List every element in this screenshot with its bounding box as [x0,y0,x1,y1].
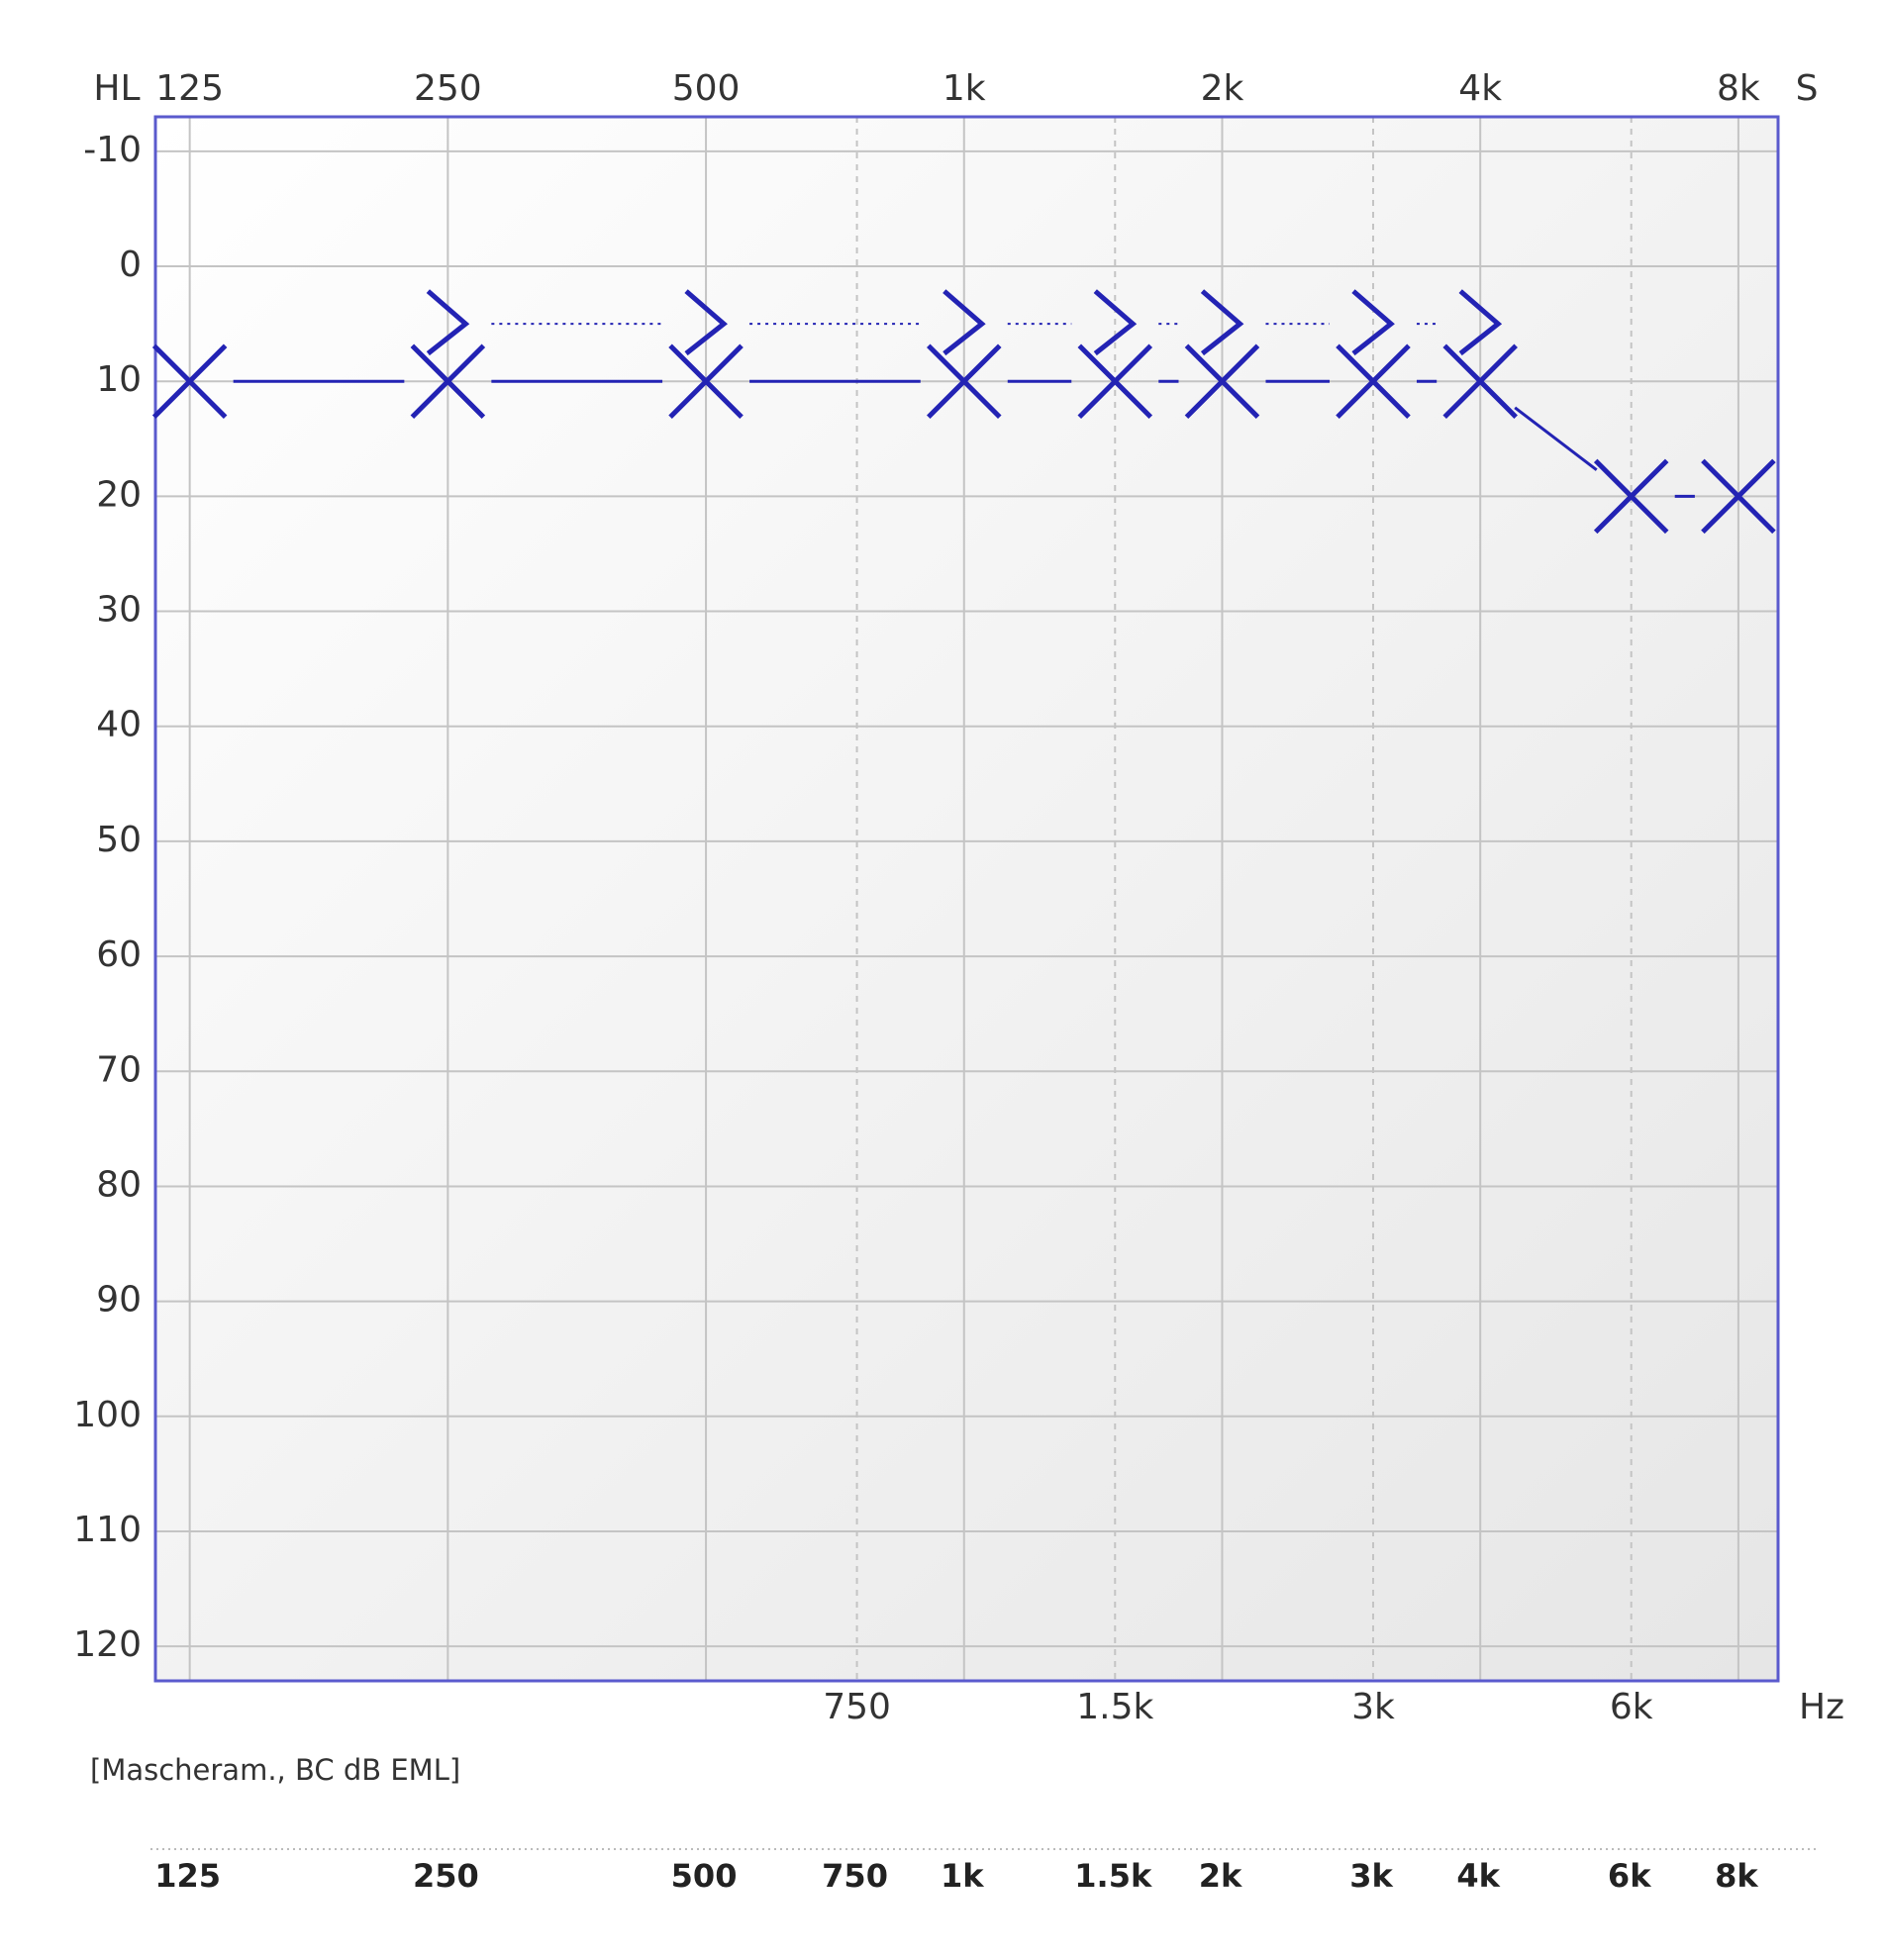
x-minor-tick-label: 6k [1610,1687,1653,1727]
frequency-label: 750 [822,1857,888,1895]
connector [1514,406,1598,471]
y-tick-label: 100 [73,1395,142,1435]
y-tick-label: 110 [73,1510,142,1550]
frequency-label: 8k [1715,1857,1758,1895]
y-tick-label: 30 [96,590,142,631]
air-marker [1593,458,1669,535]
air-marker [1184,343,1260,419]
air-marker [410,343,486,419]
y-tick-label: 60 [96,934,142,975]
y-tick-label: 40 [96,705,142,745]
x-tick-label: 2k [1201,68,1244,109]
air-marker [1077,343,1153,419]
x-tick-label: 4k [1458,68,1502,109]
y-tick-label: 80 [96,1164,142,1205]
x-tick-label: 500 [672,68,741,109]
y-tick-label: 70 [96,1049,142,1090]
frequency-label: 1k [941,1857,984,1895]
air-marker [1336,343,1411,419]
note: [Mascheram., BC dB EML] [90,1753,460,1787]
frequency-label: 500 [671,1857,738,1895]
x-minor-tick-label: 750 [823,1687,891,1727]
bone-marker [684,289,728,356]
plot-frame [153,115,1780,1683]
plot-area [155,117,1778,1681]
air-marker [151,343,228,419]
x-tick-label: 250 [414,68,482,109]
x-axis-label: Hz [1799,1687,1844,1727]
y-tick-label: 0 [119,245,142,285]
y-tick-label: 120 [73,1624,142,1665]
frequency-label: 125 [154,1857,221,1895]
frequency-label: 4k [1456,1857,1500,1895]
x-tick-label: 125 [155,68,224,109]
air-marker [1442,343,1518,419]
air-marker [1701,458,1776,535]
frequency-label: 1.5k [1074,1857,1152,1895]
x-tick-label: 8k [1717,68,1760,109]
bone-marker [1351,289,1395,356]
bone-marker [1093,289,1138,356]
air-marker [927,343,1002,419]
y-tick-label: 20 [96,474,142,515]
x-tick-label: 1k [942,68,986,109]
bone-marker [1458,289,1503,356]
bone-marker [1200,289,1244,356]
air-marker [668,343,744,419]
bone-marker [942,289,986,356]
y-tick-label: 10 [96,359,142,400]
frequency-label: 2k [1199,1857,1242,1895]
frequency-label: 250 [413,1857,479,1895]
y-tick-label: -10 [83,130,142,170]
frequency-label: 3k [1349,1857,1393,1895]
y-tick-label: 90 [96,1280,142,1321]
frequency-label: 6k [1608,1857,1651,1895]
y-tick-label: 50 [96,820,142,860]
corner-label: S [1796,68,1819,109]
x-minor-tick-label: 3k [1351,1687,1395,1727]
x-minor-tick-label: 1.5k [1076,1687,1153,1727]
y-axis-label: HL [93,68,140,109]
bone-marker [426,289,470,356]
